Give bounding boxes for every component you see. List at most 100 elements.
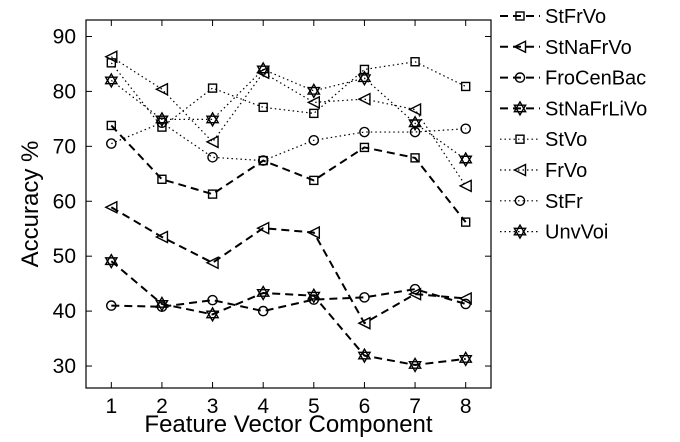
series-FroCenBac	[106, 283, 471, 317]
star-marker	[408, 115, 422, 128]
star-marker	[357, 74, 372, 87]
legend-label: StNaFrVo	[545, 37, 632, 59]
star-marker	[408, 119, 422, 132]
circle-marker	[359, 126, 370, 138]
y-tick-label: 60	[53, 190, 76, 213]
star-marker	[513, 100, 527, 113]
legend-item: UnvVoi	[500, 222, 608, 244]
circle-marker	[207, 294, 218, 306]
circle-marker	[308, 134, 320, 146]
circle-marker	[514, 195, 526, 207]
triangle-marker	[458, 179, 472, 193]
square-marker	[410, 153, 420, 163]
legend-label: StFrVo	[545, 6, 606, 28]
x-tick-label: 4	[257, 395, 269, 418]
x-tick-label: 7	[409, 395, 421, 418]
circle-marker	[207, 152, 218, 163]
y-tick-label: 40	[53, 300, 76, 323]
star-marker	[458, 155, 473, 168]
legend-label: StVo	[545, 129, 587, 151]
circle-marker	[359, 292, 370, 303]
series-line	[110, 206, 466, 325]
circle-marker	[514, 72, 526, 83]
star-marker	[155, 115, 169, 128]
circle-marker	[460, 298, 471, 310]
triangle-marker	[104, 200, 118, 214]
circle-marker	[106, 300, 117, 311]
circle-marker	[460, 123, 471, 135]
square-marker	[515, 11, 525, 21]
x-tick-label: 2	[156, 395, 168, 418]
star-marker	[104, 253, 119, 266]
legend-label: UnvVoi	[545, 222, 608, 244]
star-marker	[513, 223, 527, 236]
y-tick-label: 30	[53, 355, 76, 378]
star-marker	[458, 354, 473, 367]
axis-ticks: 1 2 3 4 5 6 7 8 30 40 50 60 70 80 90	[53, 20, 491, 418]
star-marker	[155, 111, 169, 124]
series-line	[110, 56, 467, 187]
series-line	[110, 61, 466, 128]
square-marker	[410, 57, 420, 67]
square-marker	[258, 102, 268, 113]
square-marker	[359, 142, 370, 153]
x-tick-label: 5	[308, 395, 320, 418]
series-layer	[104, 50, 473, 373]
square-marker	[460, 81, 471, 92]
y-tick-label: 50	[53, 245, 76, 268]
x-tick-label: 1	[105, 395, 117, 418]
series-line	[111, 122, 466, 162]
triangle-marker	[407, 287, 422, 301]
triangle-marker	[357, 92, 371, 106]
star-marker	[256, 61, 271, 74]
circle-marker	[106, 138, 117, 149]
plot-area	[85, 19, 492, 389]
star-marker	[205, 306, 220, 319]
legend-item: StFrVo	[500, 6, 606, 28]
circle-marker	[257, 305, 269, 317]
legend-label: StFr	[545, 191, 583, 213]
triangle-marker	[512, 163, 527, 177]
square-marker	[207, 189, 218, 199]
series-StVo	[106, 57, 471, 132]
legend-item: FrVo	[500, 160, 587, 182]
star-marker	[256, 285, 271, 297]
square-marker	[515, 134, 525, 144]
circle-marker	[409, 126, 421, 138]
circle-marker	[409, 283, 421, 295]
series-StFr	[106, 117, 471, 166]
series-line	[110, 260, 466, 366]
triangle-marker	[458, 291, 472, 306]
star-marker	[513, 104, 527, 117]
star-marker	[256, 65, 271, 78]
triangle-marker	[205, 135, 219, 149]
x-tick-label: 6	[359, 395, 371, 418]
triangle-marker	[357, 316, 371, 330]
legend-label: FroCenBac	[545, 68, 646, 90]
square-marker	[106, 120, 117, 131]
star-marker	[205, 115, 220, 128]
square-marker	[309, 108, 319, 119]
legend: StFrVo StNaFrVo FroCenBac StNaFrLiVo StVo FrV…	[500, 6, 647, 244]
star-marker	[155, 296, 169, 308]
star-marker	[306, 86, 321, 99]
series-StNaFrVo	[104, 200, 472, 330]
square-marker	[207, 83, 218, 93]
legend-item: StVo	[500, 129, 587, 151]
x-axis-label: Feature Vector Component	[144, 411, 432, 438]
series-line	[110, 124, 467, 223]
star-marker	[408, 357, 422, 369]
legend-item: FroCenBac	[500, 68, 646, 90]
y-tick-label: 80	[53, 80, 76, 103]
circle-marker	[257, 155, 269, 166]
series-line	[111, 288, 466, 313]
triangle-marker	[407, 102, 422, 117]
star-marker	[104, 257, 119, 270]
x-tick-label: 3	[207, 395, 219, 418]
triangle-marker	[306, 95, 321, 110]
triangle-marker	[205, 256, 219, 270]
square-marker	[309, 175, 319, 186]
triangle-marker	[306, 225, 321, 240]
star-marker	[458, 350, 473, 363]
